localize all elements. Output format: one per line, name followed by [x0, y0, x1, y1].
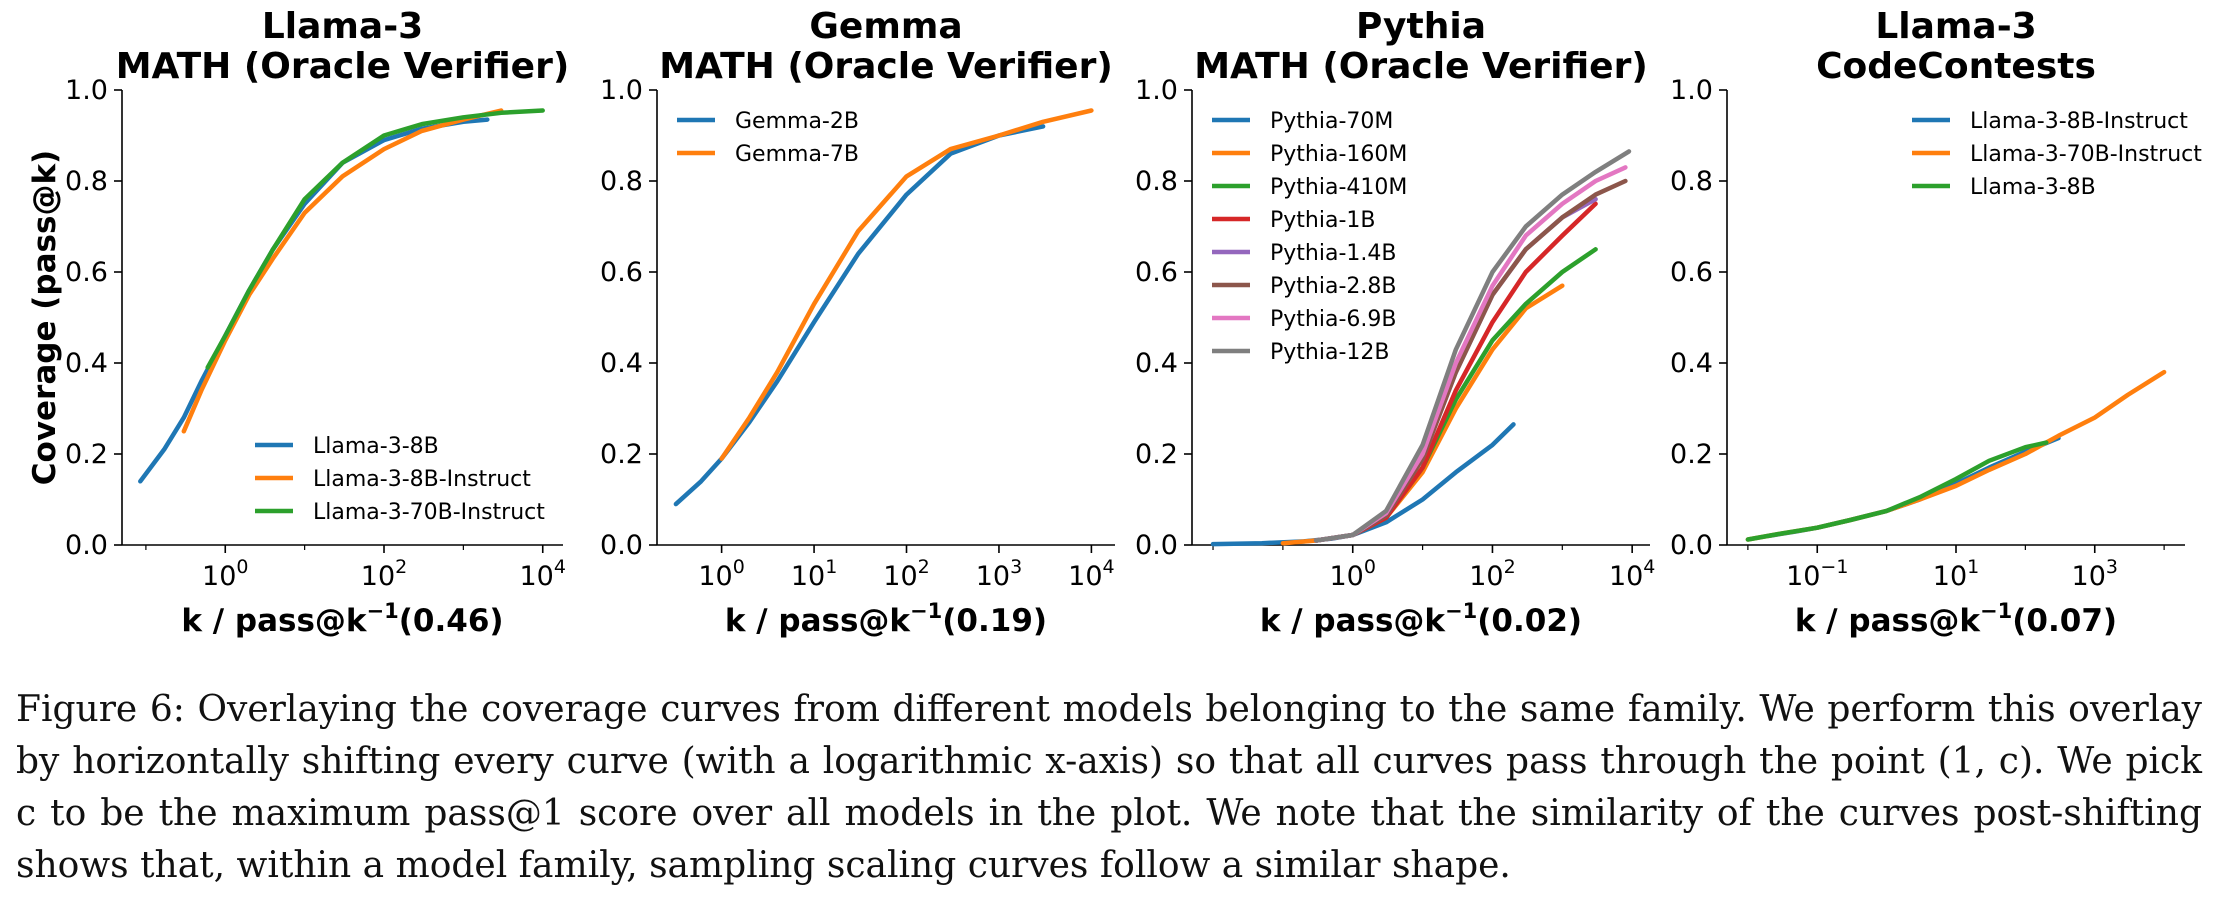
legend-entry: Pythia-1B	[1270, 208, 1375, 233]
y-tick-label: 1.0	[1135, 75, 1178, 106]
legend-entry: Llama-3-8B	[313, 434, 439, 459]
x-tick-label: 10−1	[1786, 556, 1848, 592]
y-tick-label: 0.8	[1135, 166, 1178, 197]
panel-title: Gemma	[809, 6, 962, 47]
series-line-8	[1313, 149, 1632, 543]
legend-entry: Llama-3-70B-Instruct	[313, 500, 545, 525]
series-line-2	[1745, 369, 2167, 542]
y-tick-label: 0.4	[65, 348, 108, 379]
x-tick-label: 101	[791, 556, 837, 592]
legend-entry: Pythia-410M	[1270, 175, 1407, 200]
panel-title: Llama-3	[262, 6, 423, 47]
legend-entry: Pythia-70M	[1270, 109, 1393, 134]
x-tick-label: 103	[2072, 556, 2118, 592]
y-tick-label: 0.0	[600, 530, 643, 561]
y-tick-label: 0.8	[1670, 166, 1713, 197]
x-axis-label: k / pass@k−1(0.19)	[725, 599, 1047, 639]
y-tick-label: 0.4	[600, 348, 643, 379]
series-line-1	[138, 117, 490, 484]
x-tick-label: 102	[883, 556, 929, 592]
legend-entry: Pythia-6.9B	[1270, 307, 1396, 332]
y-tick-label: 0.0	[1135, 530, 1178, 561]
series-line-3	[205, 108, 545, 370]
legend-entry: Llama-3-8B	[1970, 175, 2096, 200]
y-tick-label: 0.6	[65, 257, 108, 288]
series-line-2	[719, 108, 1094, 461]
panel-title: Pythia	[1356, 6, 1486, 47]
x-tick-label: 102	[1469, 556, 1515, 592]
y-tick-label: 0.6	[1135, 257, 1178, 288]
y-axis-label: Coverage (pass@k)	[27, 150, 63, 485]
y-tick-label: 1.0	[600, 75, 643, 106]
series-line-2	[181, 108, 504, 434]
y-tick-label: 0.0	[1670, 530, 1713, 561]
y-tick-label: 0.0	[65, 530, 108, 561]
panel-title: MATH (Oracle Verifier)	[1194, 46, 1648, 87]
x-axis-label: k / pass@k−1(0.02)	[1260, 599, 1582, 639]
x-tick-label: 103	[976, 556, 1022, 592]
y-tick-label: 1.0	[65, 75, 108, 106]
y-tick-label: 0.2	[600, 439, 643, 470]
y-tick-label: 0.2	[1135, 439, 1178, 470]
legend-entry: Llama-3-8B-Instruct	[1970, 109, 2188, 134]
legend-entry: Pythia-2.8B	[1270, 274, 1396, 299]
y-tick-label: 0.8	[600, 166, 643, 197]
legend-entry: Pythia-1.4B	[1270, 241, 1396, 266]
x-axis-label: k / pass@k−1(0.07)	[1795, 599, 2117, 639]
x-tick-label: 102	[361, 556, 407, 592]
x-tick-label: 101	[1933, 556, 1979, 592]
figure-caption: Figure 6: Overlaying the coverage curves…	[16, 689, 2202, 886]
x-tick-label: 104	[520, 556, 566, 592]
legend-entry: Pythia-160M	[1270, 142, 1407, 167]
panel-title: CodeContests	[1816, 46, 2096, 87]
x-tick-label: 104	[1609, 556, 1655, 592]
legend-entry: Gemma-2B	[735, 109, 859, 134]
panel-title: MATH (Oracle Verifier)	[659, 46, 1113, 87]
x-tick-label: 100	[698, 556, 744, 592]
series-line-3	[1745, 440, 2049, 542]
y-tick-label: 0.6	[600, 257, 643, 288]
series-line-1	[673, 124, 1046, 507]
x-tick-label: 100	[202, 556, 248, 592]
panel-title: MATH (Oracle Verifier)	[116, 46, 570, 87]
y-tick-label: 0.4	[1670, 348, 1713, 379]
legend-entry: Gemma-7B	[735, 142, 859, 167]
y-tick-label: 0.8	[65, 166, 108, 197]
y-tick-label: 0.2	[65, 439, 108, 470]
y-tick-label: 0.4	[1135, 348, 1178, 379]
legend-entry: Llama-3-8B-Instruct	[313, 467, 531, 492]
y-tick-label: 1.0	[1670, 75, 1713, 106]
panel-title: Llama-3	[1875, 6, 2036, 47]
legend-entry: Llama-3-70B-Instruct	[1970, 142, 2202, 167]
y-tick-label: 0.6	[1670, 257, 1713, 288]
x-tick-label: 104	[1068, 556, 1114, 592]
x-axis-label: k / pass@k−1(0.46)	[181, 599, 503, 639]
x-tick-label: 100	[1330, 556, 1376, 592]
y-tick-label: 0.2	[1670, 439, 1713, 470]
legend-entry: Pythia-12B	[1270, 340, 1389, 365]
